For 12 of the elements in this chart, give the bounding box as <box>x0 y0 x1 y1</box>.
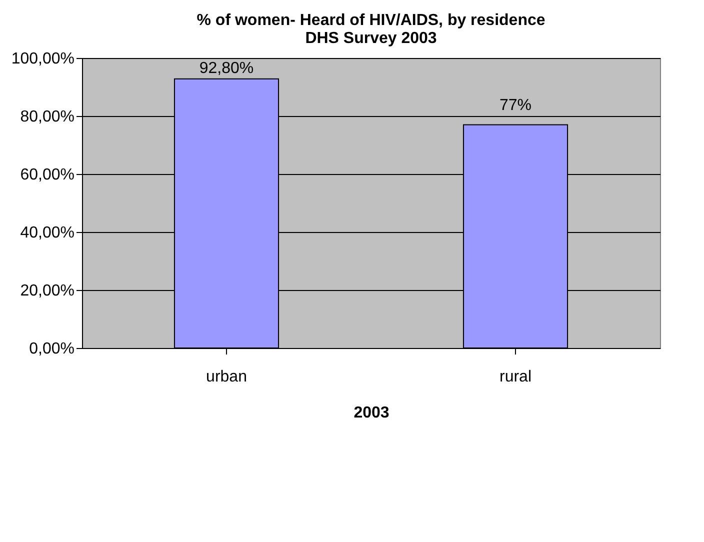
y-tick-label: 0,00% <box>29 340 74 358</box>
y-tick-label: 100,00% <box>11 50 74 68</box>
y-tick-label: 20,00% <box>20 282 74 300</box>
x-axis-title: 2003 <box>354 404 390 422</box>
x-tick-label: rural <box>499 368 532 386</box>
y-tick-label: 60,00% <box>20 166 74 184</box>
chart-title: % of women- Heard of HIV/AIDS, by residence DHS Survey 2003 <box>196 12 546 47</box>
text: 92,80% <box>199 60 254 77</box>
text: 77% <box>499 97 532 114</box>
x-tick-label: urban <box>206 368 247 386</box>
y-tick-label: 80,00% <box>20 108 74 126</box>
y-tick-label: 40,00% <box>20 224 74 242</box>
